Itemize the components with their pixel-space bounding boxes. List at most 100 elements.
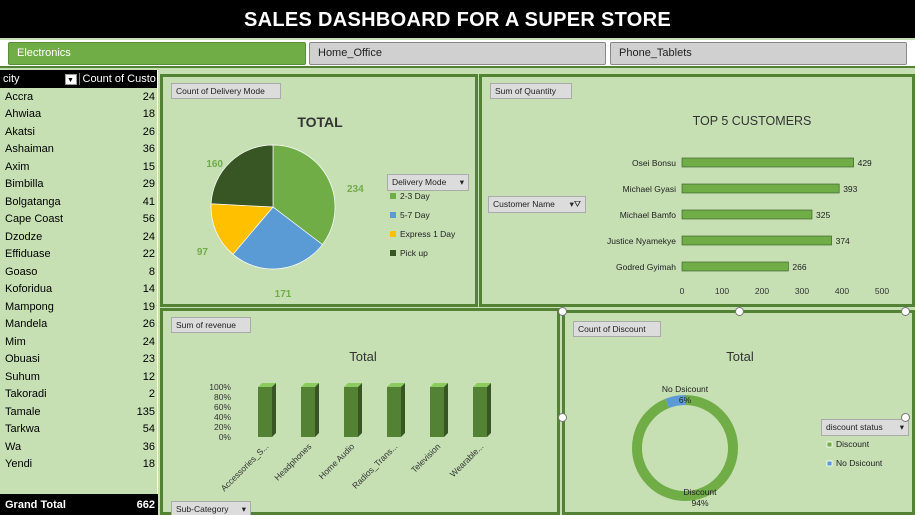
sum-quantity-button[interactable]: Sum of Quantity	[490, 83, 572, 99]
city-name: Mandela	[5, 318, 48, 331]
city-pivot-table: city ▼ Count of Custo Accra 24 Ahwiaa 18 Akat…	[0, 70, 158, 515]
customer-count: 36	[142, 440, 155, 453]
table-row: Takoradi 2	[0, 386, 157, 404]
customer-count: 26	[142, 318, 155, 331]
revenue-bar	[258, 387, 272, 437]
y-tick-label: 80%	[214, 392, 231, 402]
city-name: Goaso	[5, 265, 38, 278]
dashboard-title: SALES DASHBOARD FOR A SUPER STORE	[0, 0, 915, 38]
resize-handle[interactable]	[735, 307, 744, 316]
city-name: Tarkwa	[5, 423, 40, 436]
sub-category-filter-button[interactable]: Sub-Category ▾	[171, 501, 251, 515]
bar-top	[473, 383, 491, 387]
city-name: Suhum	[5, 370, 40, 383]
slicer-electronics[interactable]: Electronics	[8, 42, 306, 65]
customer-count: 8	[148, 265, 155, 278]
customer-count: 2	[148, 388, 155, 401]
customer-count: 19	[142, 300, 155, 313]
customer-bar	[681, 157, 854, 168]
dropdown-arrow-icon: ▾	[241, 504, 246, 514]
count-delivery-mode-button[interactable]: Count of Delivery Mode	[171, 83, 281, 99]
city-name: Yendi	[5, 458, 33, 471]
city-name: Wa	[5, 440, 22, 453]
legend-swatch	[390, 193, 396, 199]
table-row: Tamale 135	[0, 403, 157, 421]
pivot-col-city: city	[3, 73, 20, 85]
city-name: Bolgatanga	[5, 195, 61, 208]
table-row: Mandela 26	[0, 316, 157, 334]
legend-label: Pick up	[400, 248, 428, 258]
table-row: Effiduase 22	[0, 246, 157, 264]
bar-data-label: 374	[836, 236, 850, 246]
bar-side	[444, 383, 448, 437]
discount-status-filter-button[interactable]: discount status ▾	[821, 419, 909, 436]
x-tick-label: 100	[715, 286, 729, 296]
customer-count: 24	[142, 335, 155, 348]
pivot-header: city ▼ Count of Custo	[0, 70, 157, 88]
donut-label: 94%	[691, 498, 708, 508]
customer-count: 15	[142, 160, 155, 173]
city-name: Bimbilla	[5, 178, 44, 191]
legend-label: Express 1 Day	[400, 229, 456, 239]
table-row: Goaso 8	[0, 263, 157, 281]
legend-label: 2-3 Day	[400, 191, 431, 201]
x-tick-label: Radios_Trans...	[350, 441, 399, 490]
discount-title: Total	[726, 349, 754, 364]
customer-bar	[681, 235, 832, 246]
y-tick-label: 40%	[214, 412, 231, 422]
x-tick-label: Television	[409, 441, 443, 475]
pivot-grand-total: Grand Total 662	[0, 494, 158, 515]
legend-label: Discount	[836, 439, 870, 449]
customer-name-filter-button[interactable]: Customer Name ▾⛛	[488, 196, 586, 213]
city-name: Takoradi	[5, 388, 47, 401]
bar-top	[430, 383, 448, 387]
legend-label: 5-7 Day	[400, 210, 431, 220]
customer-name-filter-label: Customer Name	[493, 199, 555, 209]
revenue-bar	[473, 387, 487, 437]
revenue-title: Total	[349, 349, 377, 364]
table-row: Mim 24	[0, 333, 157, 351]
donut-label: No Dsicount	[662, 384, 709, 394]
city-name: Akatsi	[5, 125, 35, 138]
table-row: Cape Coast 56	[0, 211, 157, 229]
city-name: Koforidua	[5, 283, 53, 296]
resize-handle[interactable]	[901, 413, 910, 422]
customer-bar	[681, 209, 813, 220]
revenue-bar	[387, 387, 401, 437]
pie-title: TOTAL	[297, 114, 343, 130]
delivery-mode-filter-label: Delivery Mode	[392, 177, 447, 187]
count-discount-button[interactable]: Count of Discount	[573, 321, 661, 337]
slicer-phone-tablets[interactable]: Phone_Tablets	[610, 42, 907, 65]
y-tick-label: 100%	[209, 382, 231, 392]
table-row: Tarkwa 54	[0, 421, 157, 439]
filter-dropdown-icon[interactable]: ▼	[64, 73, 77, 85]
pie-data-label: 160	[206, 159, 223, 170]
resize-handle[interactable]	[558, 307, 567, 316]
pie-slice	[272, 144, 336, 246]
table-row: Accra 24	[0, 88, 157, 106]
bar-top	[258, 383, 276, 387]
resize-handle[interactable]	[901, 307, 910, 316]
slicer-home-office[interactable]: Home_Office	[309, 42, 606, 65]
table-row: Axim 15	[0, 158, 157, 176]
table-row: Suhum 12	[0, 368, 157, 386]
customer-count: 14	[142, 283, 155, 296]
bar-top	[344, 383, 362, 387]
resize-handle[interactable]	[558, 413, 567, 422]
table-row: Obuasi 23	[0, 351, 157, 369]
customer-bar	[681, 183, 840, 194]
city-name: Accra	[5, 90, 34, 103]
customer-count: 26	[142, 125, 155, 138]
bar-side	[272, 383, 276, 437]
legend-swatch	[390, 250, 396, 256]
pie-slice	[232, 206, 323, 270]
bar-data-label: 325	[816, 210, 830, 220]
customer-count: 18	[142, 108, 155, 121]
city-name: Mim	[5, 335, 26, 348]
bar-data-label: 266	[792, 262, 806, 272]
grand-total-label: Grand Total	[5, 498, 66, 511]
delivery-mode-filter-button[interactable]: Delivery Mode ▾	[387, 174, 469, 191]
sum-revenue-button[interactable]: Sum of revenue	[171, 317, 251, 333]
